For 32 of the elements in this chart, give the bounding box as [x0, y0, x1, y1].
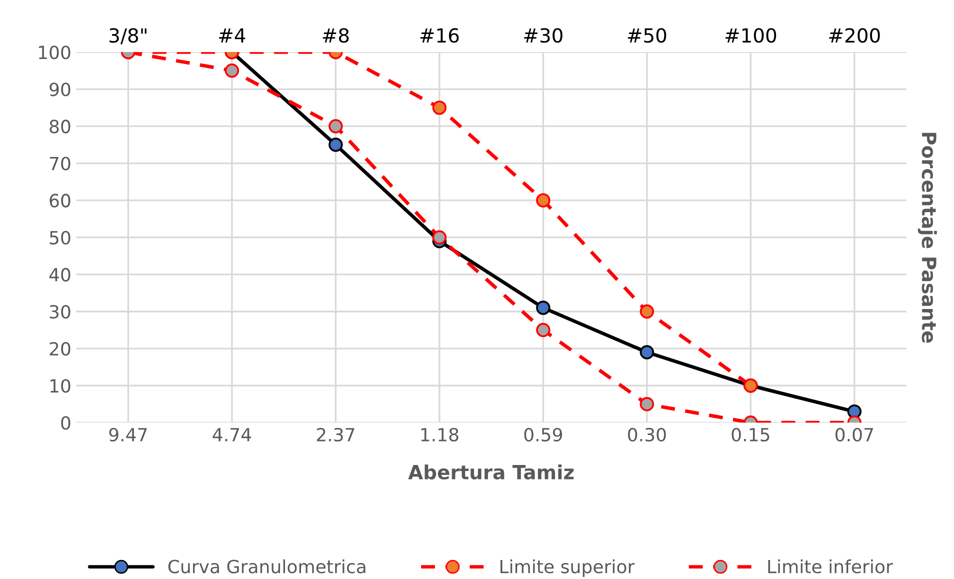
y-tick-label: 40: [49, 268, 70, 282]
x-tick-label: 0.30: [628, 428, 666, 442]
text: #16: [420, 28, 459, 43]
text: #200: [829, 28, 880, 43]
text: 3/8": [110, 28, 146, 44]
legend-label: Limite superior: [500, 559, 635, 577]
y-tick-label: 100: [38, 46, 70, 60]
x-tick-label: 4.74: [212, 428, 252, 442]
legend-label: Limite inferior: [768, 559, 893, 574]
x-tick-label: 2.37: [316, 428, 354, 442]
y-tick-label: 90: [50, 82, 70, 96]
text: #4: [219, 28, 246, 43]
y-tick-label: 0: [61, 416, 70, 430]
text: #100: [725, 28, 776, 43]
y-tick-label: 10: [50, 379, 70, 393]
text: #30: [524, 28, 562, 43]
text: #8: [322, 28, 349, 43]
y-tick-label: 50: [50, 230, 70, 245]
y-tick-label: 20: [50, 342, 70, 356]
x-tick-label: 1.18: [421, 428, 458, 442]
x-tick-label: 9.47: [109, 428, 147, 442]
y-tick-label: 70: [50, 156, 70, 170]
y-tick-label: 30: [50, 304, 70, 319]
x-tick-label: 0.59: [524, 428, 562, 442]
x-axis-title: Abertura Tamiz: [408, 464, 574, 480]
legend-label: Curva Granulometrica: [168, 559, 366, 574]
y-axis-title: Porcentaje Pasante: [918, 132, 937, 343]
x-tick-label: 0.07: [836, 428, 873, 442]
y-tick-label: 80: [50, 120, 70, 134]
y-tick-label: 60: [50, 194, 70, 208]
x-tick-label: 0.15: [732, 428, 770, 442]
text: #50: [628, 28, 666, 43]
